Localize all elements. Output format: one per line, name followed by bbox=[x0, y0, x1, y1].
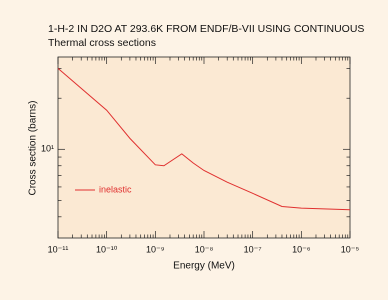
data-line bbox=[57, 67, 351, 211]
x-tick-label: 10⁻⁷ bbox=[244, 244, 262, 254]
plot-area bbox=[57, 56, 351, 239]
legend-label: inelastic bbox=[99, 184, 132, 194]
chart-title: 1-H-2 IN D2O AT 293.6K FROM ENDF/B-VII U… bbox=[48, 23, 364, 35]
x-tick-label: 10⁻⁹ bbox=[146, 244, 165, 254]
x-tick-label: 10⁻⁸ bbox=[195, 244, 214, 254]
chart-subtitle: Thermal cross sections bbox=[48, 37, 156, 49]
x-tick-label: 10⁻¹¹ bbox=[48, 244, 69, 254]
x-tick-label: 10⁻⁶ bbox=[292, 244, 311, 254]
y-tick-label: 10¹ bbox=[41, 144, 54, 154]
y-axis-label: Cross section (barns) bbox=[28, 100, 39, 195]
x-tick-label: 10⁻⁵ bbox=[341, 244, 360, 254]
x-axis-label: Energy (MeV) bbox=[173, 261, 235, 272]
x-tick-label: 10⁻¹⁰ bbox=[96, 244, 118, 254]
